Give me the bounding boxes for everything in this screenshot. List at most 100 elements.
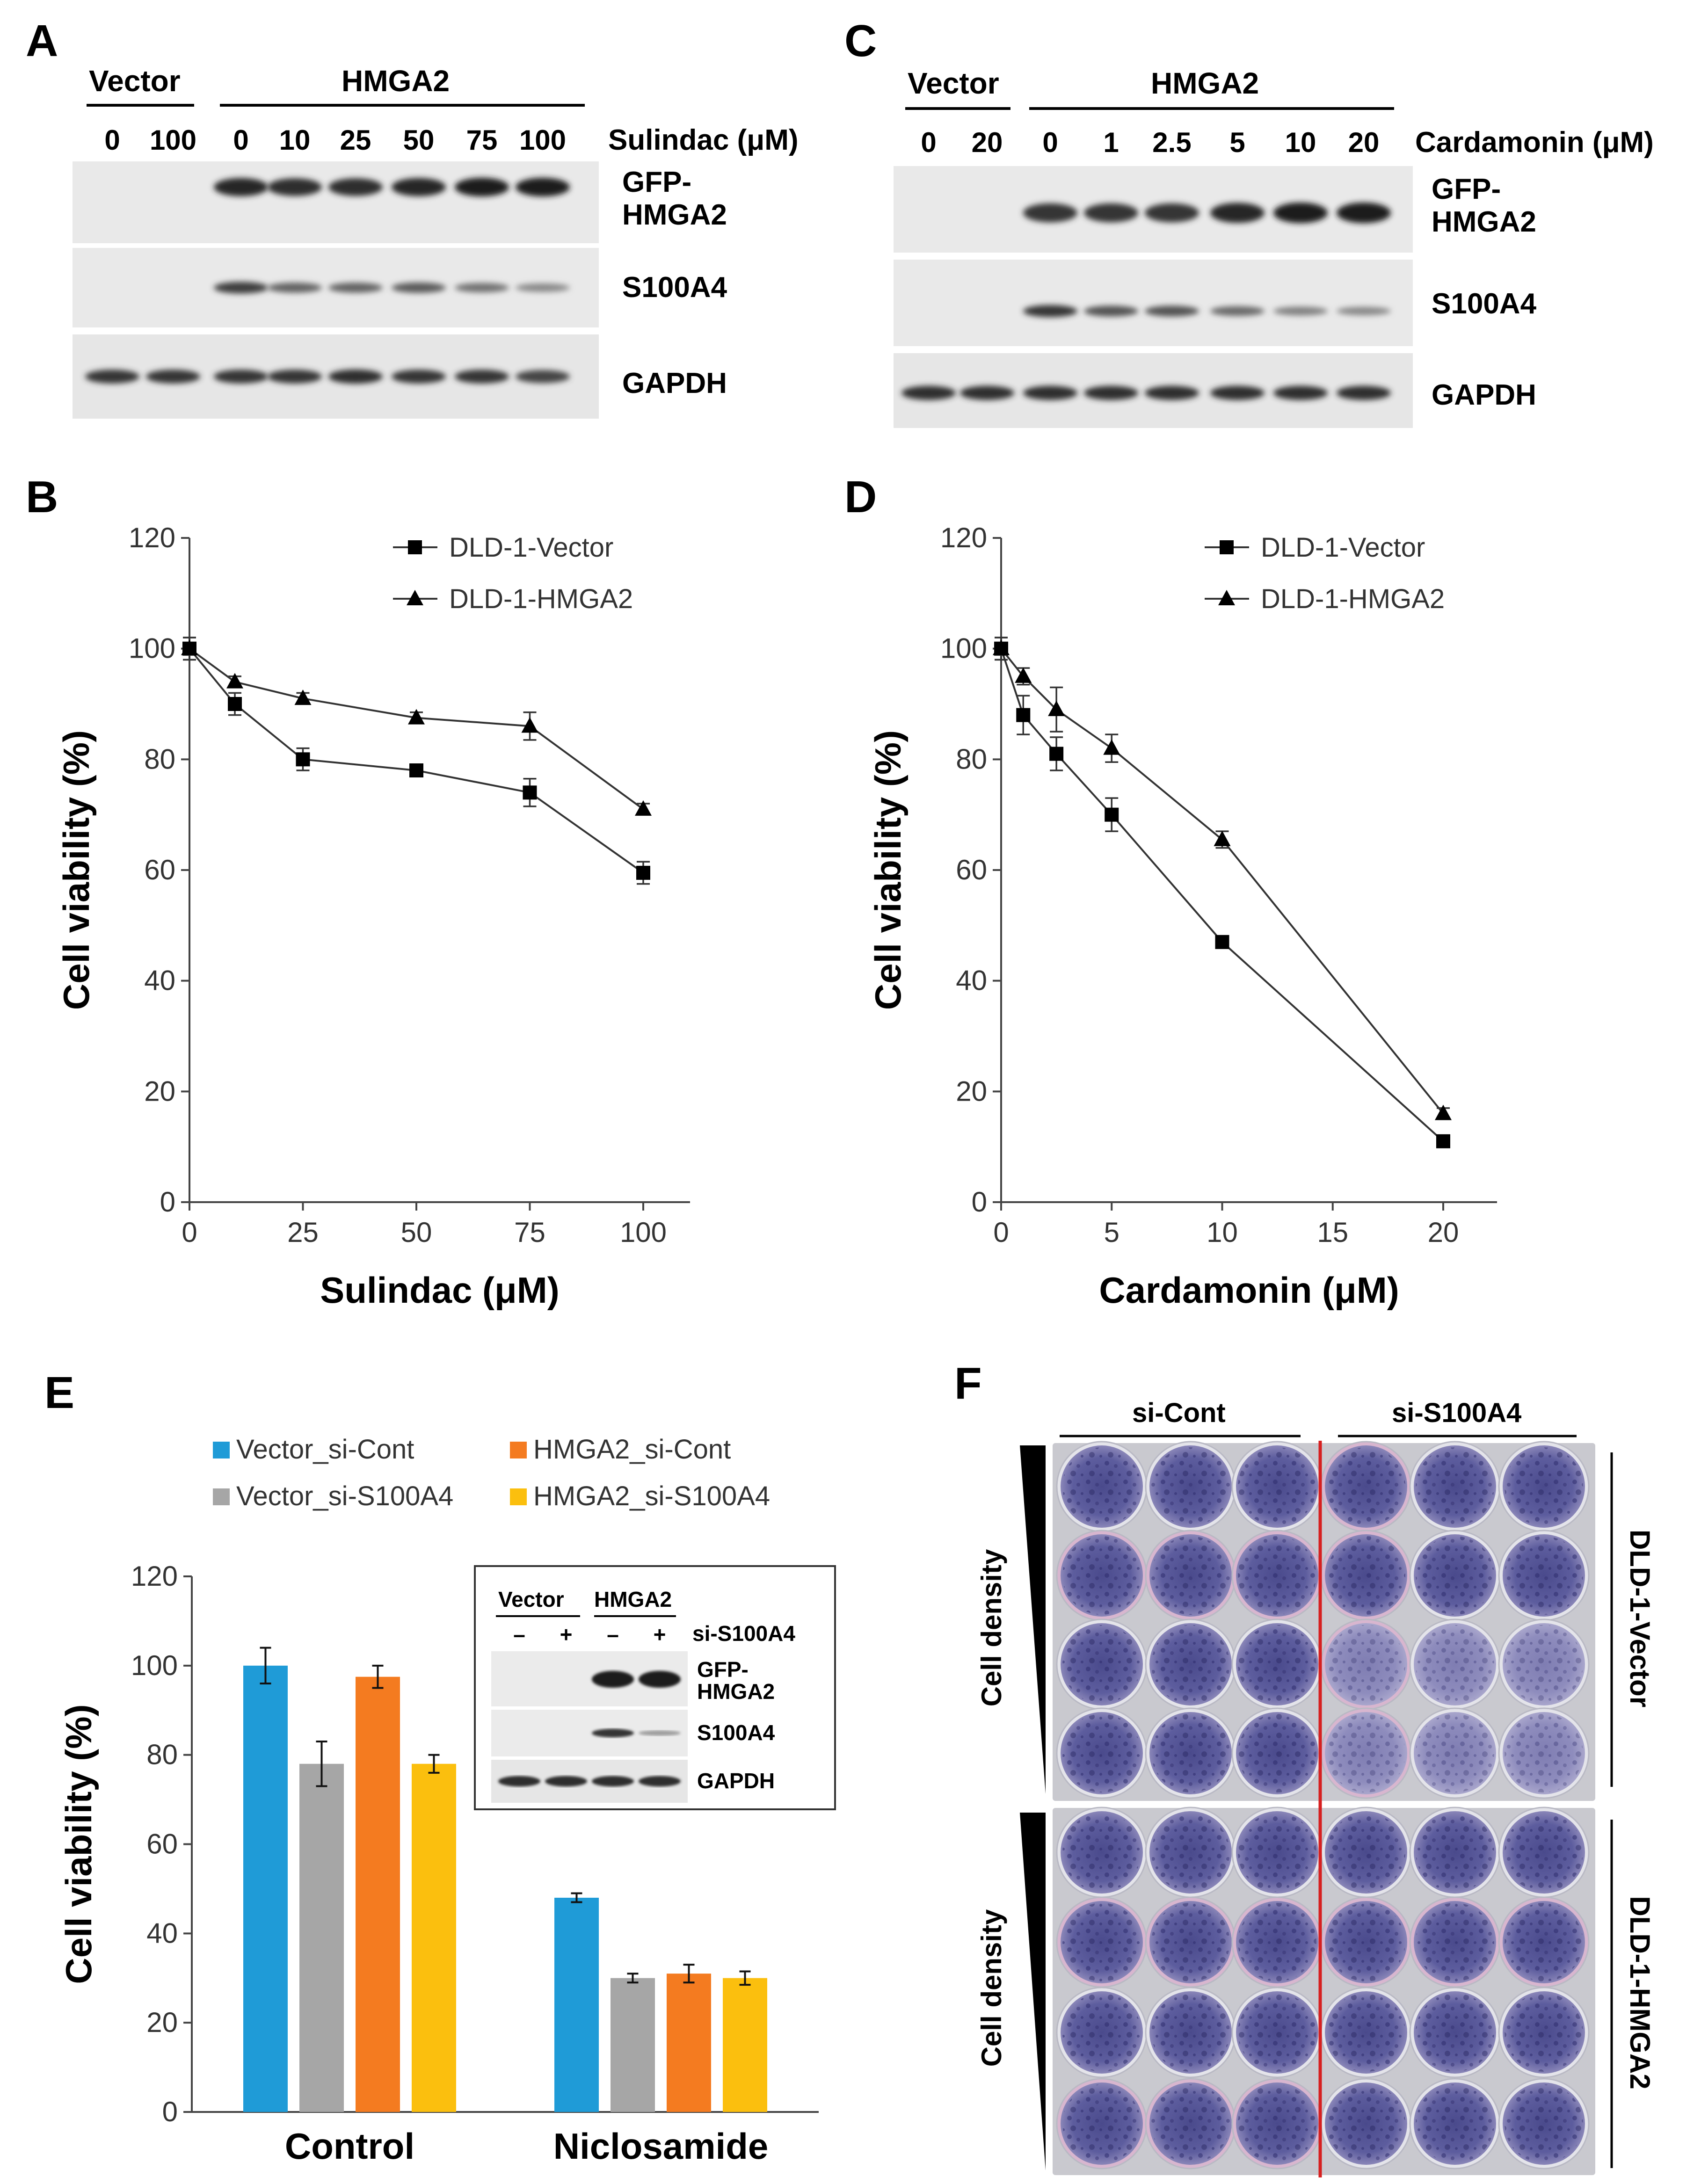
density-label: Cell density (976, 1549, 1007, 1706)
panel-c: C Vector HMGA2 0 20 0 1 2.5 5 10 20 Cardamonin … (844, 16, 1654, 428)
bar (554, 1898, 599, 2112)
colonies (1505, 1993, 1583, 2072)
lane-label: 20 (972, 127, 1003, 158)
band (592, 1671, 634, 1688)
x-tick-label: 10 (1207, 1217, 1238, 1248)
inset-row-gfp: GFP- (697, 1657, 749, 1682)
colonies (1062, 1714, 1141, 1792)
inset-signs: – + – + (513, 1622, 666, 1647)
x-axis-title: Sulindac (μM) (320, 1270, 559, 1311)
band (214, 370, 268, 384)
inset-sign: + (560, 1622, 573, 1647)
y-tick-label: 100 (940, 633, 987, 664)
x-tick-label: 5 (1104, 1217, 1119, 1248)
data-point (1049, 747, 1064, 761)
row-group-vector: DLD-1-Vector (1624, 1530, 1656, 1707)
lane-label: 25 (340, 124, 371, 156)
inset-row-gapdh: GAPDH (697, 1769, 775, 1793)
panel-label: E (44, 1368, 74, 1418)
colonies (1416, 1536, 1494, 1615)
panel-label: F (954, 1358, 982, 1408)
legend-marker (408, 540, 422, 554)
colonies (1416, 1993, 1494, 2072)
data-point (1214, 830, 1231, 846)
inset-sign: – (607, 1622, 619, 1647)
col-group-si-cont: si-Cont (1132, 1398, 1226, 1428)
group-hmga2-label: HMGA2 (1151, 66, 1259, 100)
band (1145, 385, 1199, 400)
row-gapdh-label: GAPDH (1432, 379, 1536, 411)
band (592, 1728, 634, 1738)
y-tick-label: 60 (146, 1828, 178, 1860)
band (1210, 385, 1265, 400)
data-point (635, 800, 652, 816)
band (1337, 306, 1391, 316)
colonies (1505, 2084, 1583, 2163)
density-triangle (1020, 1445, 1046, 1794)
colonies (1327, 1903, 1405, 1981)
inset-blot: Vector HMGA2 – + – + si-S100A4 GFP- HMGA2 S… (474, 1565, 836, 1810)
inset-row-s100a4: S100A4 (697, 1720, 775, 1745)
lane-label: 100 (519, 124, 566, 156)
band (960, 385, 1014, 400)
panel-label: A (26, 16, 58, 66)
y-tick-label: 20 (956, 1075, 987, 1107)
y-tick-label: 80 (144, 743, 175, 775)
category-label: Control (285, 2126, 414, 2167)
y-tick-label: 40 (956, 965, 987, 996)
colonies (1327, 1714, 1405, 1792)
group-vector-label: Vector (908, 66, 999, 100)
band (1145, 203, 1199, 223)
colonies (1151, 1813, 1230, 1892)
colonies (1327, 1536, 1405, 1615)
x-tick-label: 50 (401, 1217, 432, 1248)
band (1273, 385, 1328, 400)
colonies (1416, 1714, 1494, 1792)
legend-label: Vector_si-Cont (236, 1434, 414, 1465)
y-axis-title: Cell viability (%) (867, 730, 909, 1010)
inset-hmga2-label: HMGA2 (594, 1587, 672, 1611)
y-tick-label: 0 (160, 1186, 175, 1218)
wells (1056, 1441, 1590, 2169)
legend-label: HMGA2_si-S100A4 (533, 1481, 770, 1511)
lane-label: 20 (1348, 127, 1380, 158)
y-tick-label: 20 (146, 2007, 178, 2038)
y-tick-label: 20 (144, 1075, 175, 1107)
legend-marker (1218, 590, 1235, 605)
band (1084, 305, 1138, 317)
lane-label: 0 (233, 124, 248, 156)
panel-label: B (26, 472, 58, 522)
colonies (1151, 1625, 1230, 1704)
inset-bands (498, 1671, 681, 1787)
colonies (1238, 1536, 1316, 1615)
band (639, 1730, 681, 1736)
legend-swatch (213, 1442, 230, 1458)
x-tick-label: 20 (1428, 1217, 1459, 1248)
band (1084, 203, 1138, 223)
panel-label: D (844, 472, 877, 522)
colonies (1238, 1813, 1316, 1892)
colonies (1416, 1903, 1494, 1981)
colonies (1151, 1714, 1230, 1792)
colonies (1416, 2084, 1494, 2163)
legend-label: DLD-1-HMGA2 (1261, 584, 1445, 614)
band (516, 178, 570, 196)
band (498, 1776, 540, 1787)
series-line (1000, 648, 1444, 1142)
band (268, 370, 322, 384)
blot-s100a4 (894, 260, 1413, 346)
row-hmga2-label: HMGA2 (1432, 206, 1536, 238)
colonies (1151, 2084, 1230, 2163)
panel-e: E 0 20 40 60 80 100 120 Cell viability (%) Contr… (44, 1368, 836, 2167)
colonies (1416, 1447, 1494, 1526)
band (392, 282, 446, 293)
band (268, 178, 322, 196)
band (1023, 385, 1077, 400)
colonies (1062, 1625, 1141, 1704)
band (516, 370, 570, 383)
y-tick-label: 0 (972, 1186, 987, 1218)
colonies (1151, 1903, 1230, 1981)
row-gapdh-label: GAPDH (622, 367, 727, 399)
band (85, 370, 139, 384)
band (268, 283, 322, 293)
